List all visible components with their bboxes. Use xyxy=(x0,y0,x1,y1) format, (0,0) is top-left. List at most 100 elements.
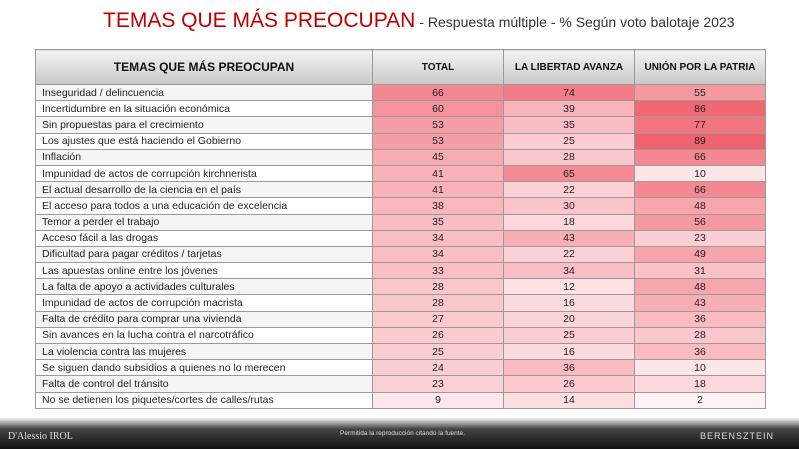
row-label: El acceso para todos a una educación de … xyxy=(35,197,373,215)
row-label: Impunidad de actos de corrupción macrist… xyxy=(35,294,373,312)
title: TEMAS QUE MÁS PREOCUPAN xyxy=(103,9,416,32)
value-cell: 28 xyxy=(634,326,766,345)
value-cell: 28 xyxy=(372,294,504,312)
column-header: TOTAL xyxy=(372,49,504,85)
row-label: Inflación xyxy=(35,148,373,166)
value-cell: 48 xyxy=(634,278,766,296)
footer-note: Permitida la reproducción citando la fue… xyxy=(340,430,466,437)
row: Sin propuestas para el crecimiento 53 35 77 xyxy=(35,116,766,134)
row-label: Sin avances en la lucha contra el narcot… xyxy=(35,326,373,345)
row-label: Falta de crédito para comprar una vivien… xyxy=(35,310,373,328)
row-label: La violencia contra las mujeres xyxy=(35,342,373,361)
row: Dificultad para pagar créditos / tarjeta… xyxy=(35,245,766,264)
row: Las apuestas online entre los jóvenes 33 3… xyxy=(35,262,766,280)
value-cell: 9 xyxy=(372,391,504,409)
row-label: La falta de apoyo a actividades cultural… xyxy=(35,278,373,296)
value-cell: 56 xyxy=(634,213,766,231)
row-label: Inseguridad / delincuencia xyxy=(35,83,373,102)
value-cell: 10 xyxy=(634,164,766,183)
value-cell: 34 xyxy=(372,245,504,264)
value-cell: 74 xyxy=(503,83,635,102)
table: TEMAS QUE MÁS PREOCUPAN TOTAL LA LIBERTAD … xyxy=(35,49,766,409)
left-logo: D'Alessio IROL xyxy=(8,431,73,442)
row-label: Acceso fácil a las drogas xyxy=(35,229,373,247)
value-cell: 12 xyxy=(503,278,635,296)
value-cell: 43 xyxy=(634,294,766,312)
row-label: Incertidumbre en la situación económica xyxy=(35,100,373,118)
value-cell: 25 xyxy=(372,342,504,361)
value-cell: 28 xyxy=(503,148,635,166)
row-label: Las apuestas online entre los jóvenes xyxy=(35,262,373,280)
value-cell: 33 xyxy=(372,262,504,280)
value-cell: 36 xyxy=(503,359,635,377)
value-cell: 66 xyxy=(634,181,766,199)
value-cell: 34 xyxy=(503,262,635,280)
row: Impunidad de actos de corrupción kirchne… xyxy=(35,164,766,183)
row-label: El actual desarrollo de la ciencia en el… xyxy=(35,181,373,199)
column-header: TEMAS QUE MÁS PREOCUPAN xyxy=(35,49,373,85)
value-cell: 23 xyxy=(634,229,766,247)
row: Acceso fácil a las drogas 34 43 23 xyxy=(35,229,766,247)
subtitle: - Respuesta múltiple - % Según voto balo… xyxy=(419,14,735,30)
right-logo: BERENSZTEIN xyxy=(700,431,775,441)
row-label: Falta de control del tránsito xyxy=(35,375,373,393)
value-cell: 38 xyxy=(372,197,504,215)
title-block: TEMAS QUE MÁS PREOCUPAN - Respuesta múlti… xyxy=(103,9,735,33)
row-label: Dificultad para pagar créditos / tarjeta… xyxy=(35,245,373,264)
value-cell: 28 xyxy=(372,278,504,296)
row: Impunidad de actos de corrupción macrist… xyxy=(35,294,766,312)
row: No se detienen los piquetes/cortes de ca… xyxy=(35,391,766,409)
value-cell: 25 xyxy=(503,326,635,345)
value-cell: 23 xyxy=(372,375,504,393)
value-cell: 48 xyxy=(634,197,766,215)
value-cell: 35 xyxy=(372,213,504,231)
value-cell: 60 xyxy=(372,100,504,118)
column-header: LA LIBERTAD AVANZA xyxy=(503,49,635,85)
value-cell: 43 xyxy=(503,229,635,247)
value-cell: 27 xyxy=(372,310,504,328)
row: El acceso para todos a una educación de … xyxy=(35,197,766,215)
row-label: Sin propuestas para el crecimiento xyxy=(35,116,373,134)
value-cell: 26 xyxy=(372,326,504,345)
row: Incertidumbre en la situación económica 6… xyxy=(35,100,766,118)
value-cell: 30 xyxy=(503,197,635,215)
value-cell: 14 xyxy=(503,391,635,409)
value-cell: 18 xyxy=(634,375,766,393)
value-cell: 26 xyxy=(503,375,635,393)
footer: D'Alessio IROL Permitida la reproducción… xyxy=(0,418,799,449)
row-label: Temor a perder el trabajo xyxy=(35,213,373,231)
row: Falta de crédito para comprar una vivien… xyxy=(35,310,766,328)
value-cell: 36 xyxy=(634,310,766,328)
value-cell: 25 xyxy=(503,132,635,150)
row: Inseguridad / delincuencia 66 74 55 xyxy=(35,83,766,102)
value-cell: 31 xyxy=(634,262,766,280)
row: Inflación 45 28 66 xyxy=(35,148,766,166)
value-cell: 10 xyxy=(634,359,766,377)
value-cell: 18 xyxy=(503,213,635,231)
row-label: Impunidad de actos de corrupción kirchne… xyxy=(35,164,373,183)
row: La falta de apoyo a actividades cultural… xyxy=(35,278,766,296)
value-cell: 66 xyxy=(372,83,504,102)
header-row: TEMAS QUE MÁS PREOCUPAN TOTAL LA LIBERTAD … xyxy=(35,49,766,85)
row: La violencia contra las mujeres 25 16 36 xyxy=(35,342,766,361)
row: Sin avances en la lucha contra el narcot… xyxy=(35,326,766,345)
row: El actual desarrollo de la ciencia en el… xyxy=(35,181,766,199)
value-cell: 65 xyxy=(503,164,635,183)
value-cell: 53 xyxy=(372,132,504,150)
value-cell: 77 xyxy=(634,116,766,134)
value-cell: 20 xyxy=(503,310,635,328)
row: Se siguen dando subsidios a quienes no l… xyxy=(35,359,766,377)
value-cell: 39 xyxy=(503,100,635,118)
row-label: Los ajustes que está haciendo el Gobiern… xyxy=(35,132,373,150)
value-cell: 41 xyxy=(372,181,504,199)
value-cell: 2 xyxy=(634,391,766,409)
value-cell: 49 xyxy=(634,245,766,264)
value-cell: 36 xyxy=(634,342,766,361)
value-cell: 86 xyxy=(634,100,766,118)
value-cell: 16 xyxy=(503,342,635,361)
value-cell: 45 xyxy=(372,148,504,166)
value-cell: 89 xyxy=(634,132,766,150)
value-cell: 41 xyxy=(372,164,504,183)
value-cell: 53 xyxy=(372,116,504,134)
